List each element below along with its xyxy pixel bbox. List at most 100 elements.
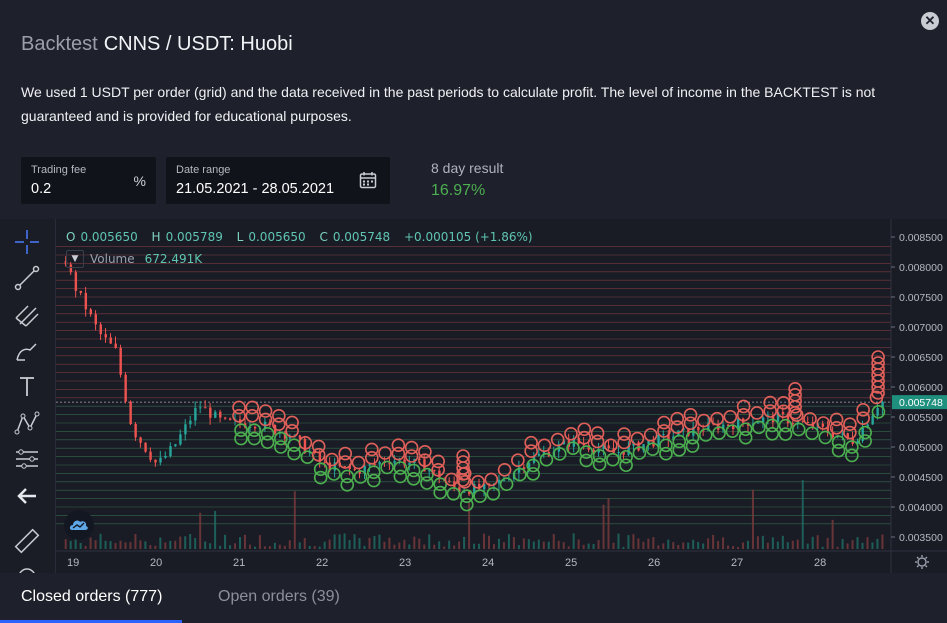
sell-order-marker <box>298 436 313 450</box>
buy-order-marker <box>791 422 806 437</box>
low-value: 0.005650 <box>248 230 306 244</box>
volume-bar <box>243 534 246 549</box>
candle-body <box>642 444 645 451</box>
volume-bar <box>144 541 147 549</box>
collapse-legend-button[interactable]: ▼ <box>66 250 84 268</box>
volume-bar <box>642 541 645 549</box>
close-button[interactable]: ✕ <box>921 12 939 30</box>
candle-body <box>154 459 157 463</box>
sell-order-marker <box>418 453 432 467</box>
tab-open-orders[interactable]: Open orders (39) <box>218 588 340 605</box>
volume-bar <box>69 540 72 549</box>
date-range-label: Date range <box>176 164 231 176</box>
candle-body <box>149 451 152 460</box>
candle-body <box>283 432 287 439</box>
buy-order-marker <box>712 426 726 440</box>
candle-body <box>323 461 327 463</box>
sell-order-marker <box>617 427 631 441</box>
candle-body <box>169 446 172 456</box>
buy-order-marker <box>672 443 687 457</box>
trading-fee-field[interactable]: Trading fee 0.2 % <box>21 157 156 204</box>
buy-order-marker <box>486 486 501 501</box>
buy-order-marker <box>300 450 315 464</box>
candle-body <box>776 412 780 423</box>
date-range-field[interactable]: Date range 21.05.2021 - 28.05.2021 <box>166 157 390 204</box>
pattern-tool[interactable] <box>12 408 42 438</box>
volume-bar <box>318 546 321 549</box>
magnet-tool[interactable] <box>12 563 42 573</box>
sell-order-marker <box>604 438 618 453</box>
trend-line-tool[interactable] <box>12 263 42 293</box>
candle-body <box>114 343 117 348</box>
volume-bar <box>866 537 869 549</box>
sell-order-marker <box>524 435 538 450</box>
crosshair-tool[interactable] <box>12 227 42 257</box>
sell-order-marker <box>816 416 831 430</box>
active-tab-indicator <box>0 620 182 623</box>
ruler-tool[interactable] <box>12 526 42 556</box>
volume-bar <box>174 540 177 549</box>
text-tool[interactable] <box>12 372 42 402</box>
sell-order-marker <box>856 411 870 425</box>
brush-tool[interactable] <box>12 336 42 366</box>
volume-bar <box>871 542 874 549</box>
sell-order-marker <box>311 439 326 454</box>
candle-body <box>343 466 346 468</box>
volume-value: 672.491K <box>144 252 203 266</box>
volume-bar <box>717 541 720 549</box>
price-chart-canvas[interactable]: 0.008500 0.008000 0.007500 0.007000 0.006500… <box>56 219 947 573</box>
pitchfork-tool[interactable] <box>12 300 42 330</box>
candle-body <box>622 451 625 455</box>
tradingview-logo[interactable] <box>64 510 94 540</box>
buy-order-marker <box>566 441 580 455</box>
crosshair-icon <box>15 230 39 254</box>
candle-body <box>483 483 486 490</box>
volume-bar <box>836 546 839 549</box>
volume-bar <box>816 535 819 549</box>
volume-bar <box>119 540 122 549</box>
buy-order-marker <box>606 452 620 467</box>
gear-icon-tooth <box>916 565 919 568</box>
tab-closed-orders[interactable]: Closed orders (777) <box>21 588 163 605</box>
volume-bar <box>652 537 655 549</box>
result-value: 16.97% <box>431 182 486 199</box>
volume-bar <box>463 536 466 549</box>
sell-order-marker <box>456 455 470 469</box>
date-range-input[interactable]: 21.05.2021 - 28.05.2021 <box>176 181 335 197</box>
volume-bar <box>662 543 665 549</box>
volume-bar <box>682 542 685 549</box>
trend-line-icon <box>14 265 40 291</box>
buy-order-marker <box>831 443 846 458</box>
trading-fee-input[interactable]: 0.2 <box>31 181 52 197</box>
price-tick-label: 0.005500 <box>899 412 943 424</box>
gear-icon[interactable] <box>915 555 929 569</box>
buy-order-marker <box>619 458 633 473</box>
buy-order-marker <box>393 469 408 484</box>
sell-order-marker <box>537 438 552 453</box>
sell-order-marker <box>564 427 578 441</box>
volume-bar <box>303 538 306 549</box>
buy-order-marker <box>778 418 793 433</box>
price-chart[interactable]: 0.008500 0.008000 0.007500 0.007000 0.006500… <box>56 219 947 573</box>
volume-bar <box>672 542 675 549</box>
back-tool[interactable] <box>12 481 42 511</box>
prediction-tool[interactable] <box>12 444 42 474</box>
volume-bar <box>428 534 431 549</box>
candle-body <box>602 445 605 449</box>
candle-body <box>308 452 312 454</box>
buy-order-marker <box>433 477 448 492</box>
candle-body <box>174 444 177 447</box>
calendar-icon[interactable] <box>359 171 377 194</box>
volume-bar <box>139 540 142 549</box>
tradingview-logo-icon <box>69 520 88 530</box>
volume-bar <box>697 541 700 549</box>
candle-body <box>592 449 595 453</box>
candle-body <box>139 437 142 443</box>
candle-body <box>253 426 257 429</box>
sell-order-marker <box>750 406 764 420</box>
sell-order-marker <box>776 396 791 410</box>
candle-body <box>134 423 137 438</box>
sell-order-marker <box>843 425 857 440</box>
date-tick-label: 25 <box>565 557 577 569</box>
date-tick-label: 23 <box>399 557 411 569</box>
